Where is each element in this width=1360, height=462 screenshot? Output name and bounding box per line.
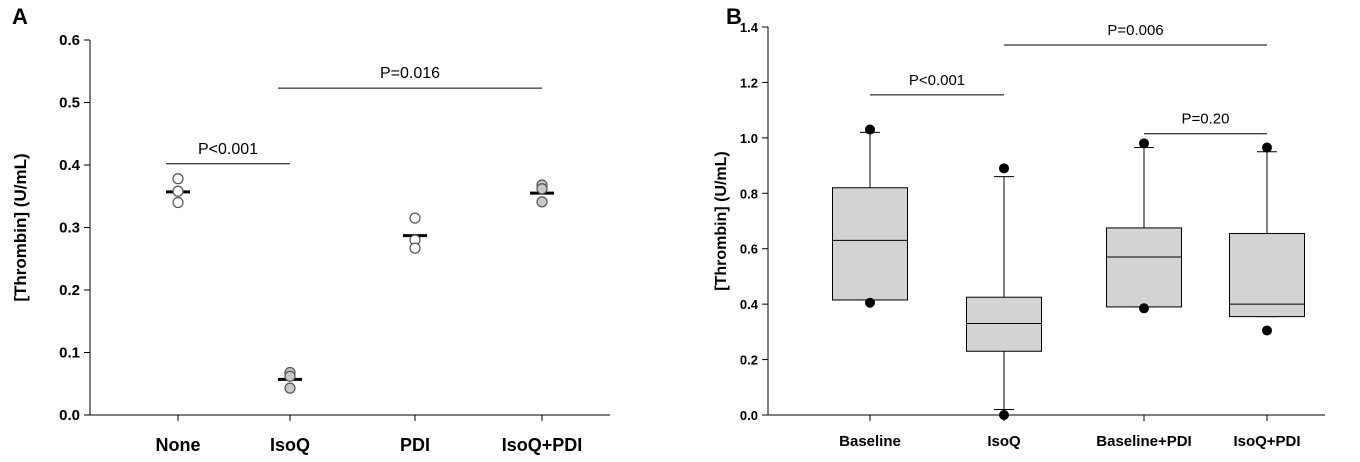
- data-point: [536, 183, 548, 195]
- p-value-label: P<0.001: [909, 72, 965, 89]
- x-tick-label: Baseline+PDI: [1096, 433, 1191, 450]
- y-tick-label: 0.8: [740, 186, 758, 201]
- p-value-label: P=0.20: [1182, 111, 1230, 128]
- data-point: [536, 196, 548, 208]
- data-point: [172, 185, 184, 197]
- panel-a-label: A: [12, 4, 28, 29]
- x-tick-label: PDI: [400, 435, 430, 455]
- y-tick-label: 0.6: [740, 242, 758, 257]
- outlier-point: [865, 297, 875, 308]
- y-tick-label: 0.2: [59, 282, 80, 299]
- data-point: [284, 382, 296, 394]
- outlier-point: [1139, 303, 1149, 314]
- chart-b-svg: 0.0 0.2 0.4 0.6 0.8 1.0 1.2 1.4 Baseline IsoQ Base…: [713, 20, 1325, 450]
- box: [1229, 232, 1305, 318]
- data-point: [284, 370, 296, 382]
- y-tick-label: 1.0: [740, 131, 758, 146]
- y-tick-label: 0.0: [59, 407, 80, 424]
- x-tick-label: IsoQ+PDI: [502, 435, 583, 455]
- panel-b-label: B: [726, 4, 742, 29]
- y-tick-label: 0.3: [59, 220, 80, 237]
- outlier-point: [999, 410, 1009, 420]
- p-value-label: P<0.001: [198, 141, 258, 158]
- box: [832, 187, 908, 301]
- panel-a: A 0.0 0.1 0.2 0.3 0.4 0.5 0.6 None IsoQ PDI IsoQ+P…: [0, 0, 680, 457]
- y-tick-label: 0.5: [59, 95, 80, 112]
- y-tick-label: 1.2: [740, 75, 758, 90]
- data-point: [172, 196, 184, 209]
- outlier-point: [1262, 325, 1272, 336]
- box: [966, 296, 1042, 352]
- y-tick-label: 0.2: [740, 353, 758, 368]
- x-tick-label: IsoQ: [987, 433, 1021, 450]
- box: [1106, 227, 1182, 308]
- x-tick-label: Baseline: [839, 433, 901, 450]
- outlier-point: [865, 124, 875, 135]
- y-axis-label: [Thrombin] (U/mL): [11, 153, 30, 301]
- outlier-point: [1262, 142, 1272, 153]
- outlier-point: [1139, 138, 1149, 149]
- x-tick-label: IsoQ+PDI: [1233, 433, 1300, 450]
- y-tick-label: 0.0: [740, 408, 758, 423]
- panel-b: B 0.0 0.2 0.4 0.6 0.8 1.0 1.2 1.4 Baseline IsoQ Ba…: [680, 0, 1360, 457]
- x-tick-label: None: [156, 435, 201, 455]
- p-value-label: P=0.016: [380, 65, 440, 82]
- data-point: [409, 212, 421, 224]
- x-tick-label: IsoQ: [270, 435, 310, 455]
- p-value-label: P=0.006: [1107, 22, 1163, 39]
- data-point: [172, 173, 184, 185]
- y-axis-label: [Thrombin] (U/mL): [713, 151, 730, 291]
- y-tick-label: 0.4: [59, 157, 81, 174]
- chart-a-svg: 0.0 0.1 0.2 0.3 0.4 0.5 0.6 None IsoQ PDI IsoQ+PDI…: [11, 32, 610, 455]
- y-tick-label: 0.4: [740, 297, 759, 312]
- outlier-point: [999, 163, 1009, 174]
- y-tick-label: 0.6: [59, 32, 80, 49]
- y-tick-label: 1.4: [740, 20, 759, 35]
- data-point: [409, 242, 421, 254]
- y-tick-label: 0.1: [59, 345, 80, 362]
